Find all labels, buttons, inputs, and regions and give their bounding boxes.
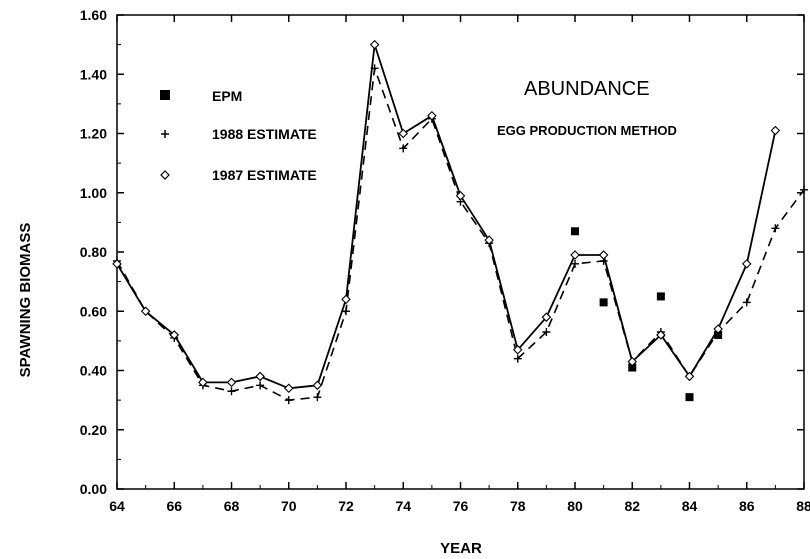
y-tick-label: 0.40 [80,363,107,379]
data-point-epm [628,363,637,372]
x-tick-label: 70 [281,498,297,514]
data-point-1987 [341,294,351,305]
x-tick-label: 88 [796,498,810,514]
plot-frame [116,14,805,490]
y-tick-label: 1.60 [80,7,107,23]
y-axis-title: SPAWNING BIOMASS [17,223,34,378]
data-point-1987 [541,312,552,322]
data-point-1987 [684,371,695,382]
data-point-epm [571,227,579,236]
data-point-1988 [742,298,751,307]
x-tick-label: 86 [739,498,755,514]
data-point-1988 [256,381,265,390]
data-point-1987 [656,330,666,340]
data-point-1987 [112,259,122,269]
x-tick-label: 64 [109,498,125,514]
data-point-1987 [369,39,380,50]
data-point-1987 [283,383,294,394]
x-tick-label: 68 [224,498,240,514]
data-point-1987 [398,128,409,139]
data-point-1987 [570,250,580,260]
y-tick-label: 1.20 [80,126,107,142]
x-tick-label: 72 [338,498,354,514]
y-tick-label: 0.60 [80,303,107,319]
legend-plus-icon [161,130,169,138]
data-point-1987 [140,306,151,317]
data-point-1987 [713,324,723,334]
data-point-1987 [255,371,265,382]
data-point-1988 [313,393,322,402]
y-tick-label: 1.00 [80,185,107,201]
data-point-1988 [800,185,808,194]
data-point-1987 [169,330,180,340]
data-point-epm [599,298,608,307]
data-point-1987 [770,125,781,136]
legend-label-1988: 1988 ESTIMATE [212,126,317,142]
x-tick-label: 82 [624,498,640,514]
chart-subtitle: EGG PRODUCTION METHOD [497,123,677,138]
data-point-1988 [571,259,579,268]
chart-title: ABUNDANCE [524,78,650,100]
series-line [116,67,805,401]
data-point-1988 [342,307,350,316]
legend-label-epm: EPM [212,88,242,104]
data-point-epm [656,292,665,301]
y-tick-label: 0.80 [80,244,107,260]
series-layer [112,39,808,405]
tick-labels: 0.00 0.20 0.40 0.60 0.80 1.00 1.20 1.40 1.60 64 66… [80,7,810,514]
data-point-1987 [598,250,609,260]
y-tick-label: 0.20 [80,422,107,438]
y-tick-label: 1.40 [80,66,107,82]
legend: EPM 1988 ESTIMATE 1987 ESTIMATE [160,88,317,183]
data-point-1988 [399,144,408,153]
data-point-1987 [455,190,466,201]
x-tick-label: 78 [510,498,526,514]
legend-label-1987: 1987 ESTIMATE [212,167,317,183]
data-point-1987 [741,259,752,269]
data-point-1987 [512,344,523,355]
data-point-epm [685,393,694,402]
x-tick-label: 80 [567,498,583,514]
data-point-1987 [198,377,208,388]
data-point-1987 [226,377,237,388]
data-point-1988 [513,354,522,363]
data-point-1987 [484,235,494,245]
data-point-1988 [227,387,236,396]
legend-diamond-icon [160,170,170,180]
x-axis-title: YEAR [440,540,482,557]
data-point-1987 [427,110,437,121]
data-point-1988 [771,224,780,233]
axes [116,14,805,490]
x-tick-label: 66 [166,498,182,514]
legend-square-icon [160,90,170,100]
data-point-1987 [312,380,323,391]
x-tick-label: 84 [682,498,698,514]
data-point-1988 [542,327,551,336]
data-point-1987 [627,356,638,367]
data-point-1988 [284,396,293,405]
y-tick-label: 0.00 [80,481,107,497]
x-tick-label: 74 [395,498,411,514]
series-line [116,43,777,390]
x-tick-label: 76 [453,498,469,514]
